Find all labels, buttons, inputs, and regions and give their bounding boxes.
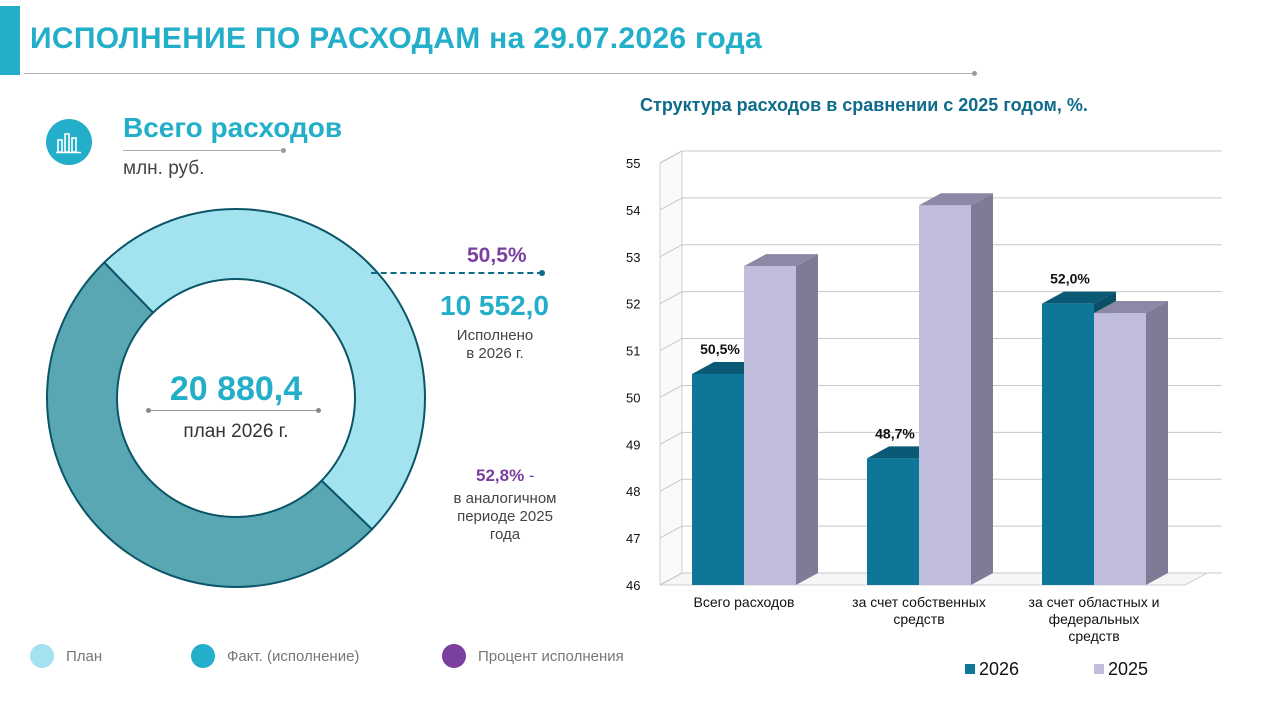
chart-legend-label-2026: 2026 — [979, 658, 1020, 679]
section-title-underline — [123, 150, 283, 151]
gridline-depth — [659, 291, 683, 305]
fact-leader-line — [371, 272, 543, 274]
chart-legend-swatch-2025 — [1094, 664, 1104, 674]
donut-chart — [30, 200, 430, 600]
legend-swatch-fact — [191, 644, 215, 668]
bar-2025-top — [1094, 301, 1168, 314]
chart-legend-item-2025: 2025 — [1094, 658, 1148, 680]
donut-slice-fact — [46, 261, 374, 588]
y-tick-label: 47 — [626, 531, 640, 546]
bar-2025-side — [1146, 301, 1168, 585]
unit-label: млн. руб. — [123, 158, 205, 179]
legend-item-percent: Процент исполнения — [442, 643, 624, 669]
title-underline-dot — [972, 71, 977, 76]
x-tick-label: Всего расходов — [694, 594, 795, 610]
gridline-depth — [659, 572, 683, 586]
donut-legend: План Факт. (исполнение) Процент исполнен… — [30, 643, 650, 669]
bar-2025-front — [744, 266, 796, 585]
bar-2026-front — [1042, 303, 1094, 585]
plan-value-rule — [148, 410, 320, 411]
chart-legend-swatch-2026 — [965, 664, 975, 674]
bar-2025 — [744, 254, 818, 585]
y-tick-label: 55 — [626, 156, 640, 171]
title-underline — [24, 73, 974, 74]
x-tick-label: средств — [1068, 628, 1119, 644]
y-tick-label: 46 — [626, 578, 640, 593]
bar-2025-top — [919, 193, 993, 206]
y-tick-label: 49 — [626, 437, 640, 452]
legend-label-fact: Факт. (исполнение) — [227, 647, 360, 665]
legend-item-fact: Факт. (исполнение) — [191, 643, 359, 669]
y-tick-label: 51 — [626, 344, 640, 359]
y-tick-label: 52 — [626, 297, 640, 312]
gridline-depth — [659, 244, 683, 258]
plan-value-rule-dot-right — [316, 408, 321, 413]
gridline-depth — [659, 150, 683, 164]
legend-label-plan: План — [66, 647, 103, 665]
plan-value-rule-dot-left — [146, 408, 151, 413]
x-tick-label: средств — [893, 611, 944, 627]
fact-percent: 50,5% — [467, 244, 527, 267]
section-title-underline-dot — [281, 148, 286, 153]
fact-caption: Исполнено в 2026 г. — [440, 327, 550, 363]
bar-2025-side — [796, 254, 818, 585]
chart-legend-label-2025: 2025 — [1108, 658, 1149, 679]
gridline-depth — [659, 478, 683, 492]
gridline-depth — [659, 385, 683, 398]
bar-chart-title: Структура расходов в сравнении с 2025 го… — [640, 95, 1088, 115]
bar-2025-side — [971, 193, 993, 585]
bar-2026-front — [867, 458, 919, 585]
chart-legend-item-2026: 2026 — [965, 658, 1019, 680]
section-title: Всего расходов — [123, 112, 343, 143]
bar-data-label: 52,0% — [1050, 271, 1090, 287]
bar-2025-front — [1094, 313, 1146, 585]
x-tick-label: федеральных — [1049, 611, 1140, 627]
bar-2026-top — [1042, 291, 1116, 304]
plan-value: 20 880,4 — [169, 370, 303, 408]
bar-data-label: 50,5% — [700, 341, 740, 357]
gridline-depth — [659, 338, 683, 351]
page-title: ИСПОЛНЕНИЕ ПО РАСХОДАМ на 29.07.2026 год… — [30, 22, 762, 55]
x-tick-label: за счет собственных — [852, 594, 986, 610]
y-tick-label: 53 — [626, 250, 640, 265]
fact-leader-dot — [539, 270, 545, 276]
bar-chart: 46 47 48 49 50 51 52 53 54 55 50,5% Всего расходов 4… — [626, 150, 1222, 644]
y-tick-label: 48 — [626, 484, 640, 499]
prev-caption-line-1: в аналогичном — [453, 490, 557, 507]
bar-2025-top — [744, 254, 818, 267]
donut-slice-plan — [102, 208, 426, 531]
prev-percent: 52,8% - — [476, 466, 535, 486]
fact-caption-line-1: Исполнено — [456, 327, 534, 344]
prev-caption: в аналогичном периоде 2025 года — [440, 490, 570, 544]
y-tick-label: 54 — [626, 203, 640, 218]
plan-caption: план 2026 г. — [183, 421, 289, 442]
legend-swatch-percent — [442, 644, 466, 668]
gridline-depth — [659, 197, 683, 211]
bar-data-label: 48,7% — [875, 425, 915, 441]
legend-label-percent: Процент исполнения — [478, 647, 624, 665]
legend-swatch-plan — [30, 644, 54, 668]
bar-chart-icon — [46, 119, 92, 165]
fact-value: 10 552,0 — [440, 290, 549, 321]
gridline-depth — [659, 525, 683, 539]
fact-caption-line-2: в 2026 г. — [466, 345, 524, 362]
prev-percent-value: 52,8% — [476, 466, 525, 485]
gridline-depth — [659, 431, 683, 445]
title-accent-bar — [0, 6, 20, 75]
bar-2026-front — [692, 374, 744, 585]
bar-2025 — [919, 193, 993, 585]
y-tick-label: 50 — [626, 390, 640, 405]
chart-side-wall — [659, 150, 683, 586]
prev-percent-suffix: - — [524, 466, 535, 485]
legend-item-plan: План — [30, 643, 102, 669]
prev-caption-line-3: года — [489, 526, 521, 543]
prev-caption-line-2: периоде 2025 — [457, 508, 553, 525]
bar-2025 — [1094, 301, 1168, 585]
x-tick-label: за счет областных и — [1029, 594, 1160, 610]
bar-2025-front — [919, 205, 971, 585]
